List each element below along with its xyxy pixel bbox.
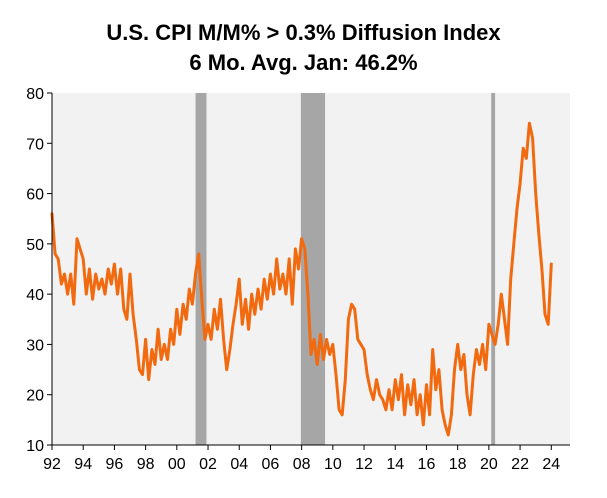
y-tick-label: 20 (26, 388, 44, 405)
y-tick-label: 80 (26, 86, 44, 103)
x-tick-label: 02 (199, 456, 217, 473)
x-tick-label: 16 (418, 456, 436, 473)
chart-subtitle: 6 Mo. Avg. Jan: 46.2% (189, 50, 418, 75)
x-tick-label: 92 (43, 456, 61, 473)
x-tick-label: 18 (449, 456, 467, 473)
series-line-1 (50, 121, 553, 437)
series-line-layer (50, 121, 553, 437)
x-tick-label: 94 (74, 456, 92, 473)
y-tick-label: 40 (26, 287, 44, 304)
y-axis-ticks: 80 70 60 50 40 30 20 10 (26, 86, 52, 455)
recession-band-3 (491, 93, 496, 445)
x-tick-label: 10 (324, 456, 342, 473)
x-tick-label: 06 (262, 456, 280, 473)
x-tick-label: 98 (137, 456, 155, 473)
axes (51, 93, 570, 446)
x-tick-label: 22 (511, 456, 529, 473)
x-tick-label: 12 (355, 456, 373, 473)
x-tick-label: 96 (106, 456, 124, 473)
x-axis-ticks: 92 94 96 98 00 02 04 06 08 10 12 14 16 18 20 22 24 (43, 445, 560, 473)
x-tick-label: 20 (480, 456, 498, 473)
chart-title: U.S. CPI M/M% > 0.3% Diffusion Index (106, 20, 501, 45)
x-tick-label: 08 (293, 456, 311, 473)
recession-band-2 (300, 93, 326, 445)
x-tick-label: 24 (542, 456, 560, 473)
y-tick-label: 30 (26, 337, 44, 354)
x-tick-label: 14 (386, 456, 404, 473)
x-tick-label: 04 (230, 456, 248, 473)
x-tick-label: 00 (168, 456, 186, 473)
y-tick-label: 60 (26, 187, 44, 204)
y-tick-label: 70 (26, 136, 44, 153)
y-tick-label: 50 (26, 237, 44, 254)
y-tick-label: 10 (26, 438, 44, 455)
